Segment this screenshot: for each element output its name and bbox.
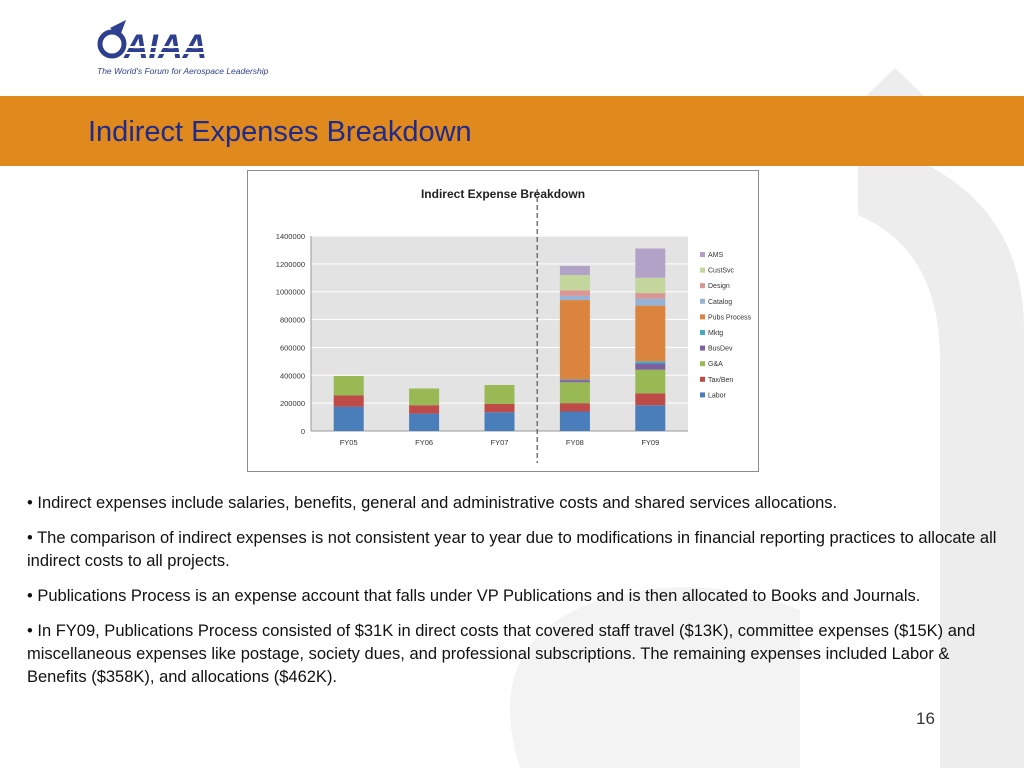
- bar-segment: [559, 403, 590, 412]
- legend-label: Mktg: [708, 330, 723, 337]
- bar-segment: [333, 395, 364, 407]
- bar-segment: [559, 411, 590, 431]
- legend-swatch: [700, 330, 705, 335]
- legend-swatch: [700, 361, 705, 367]
- x-tick-label: FY08: [566, 438, 584, 447]
- bullet-item: • The comparison of indirect expenses is…: [27, 529, 997, 570]
- logo-tagline: The World's Forum for Aerospace Leadersh…: [97, 66, 269, 76]
- legend-label: AMS: [708, 252, 724, 259]
- y-tick-label: 1200000: [276, 260, 305, 269]
- bar-segment: [635, 248, 666, 278]
- legend-swatch: [700, 392, 705, 398]
- y-tick-label: 0: [301, 427, 305, 436]
- bar-segment: [559, 295, 590, 301]
- bar-segment: [484, 385, 515, 404]
- legend-swatch: [700, 314, 705, 320]
- legend-label: Catalog: [708, 299, 732, 306]
- bullet-item: • In FY09, Publications Process consiste…: [27, 622, 976, 686]
- bar-segment: [635, 405, 666, 431]
- bar-segment: [559, 300, 590, 380]
- bar-segment: [409, 388, 440, 406]
- page-number: 16: [916, 709, 935, 728]
- legend-label: CustSvc: [708, 268, 735, 275]
- bar-segment: [635, 393, 666, 406]
- legend-swatch: [700, 252, 705, 257]
- bar-segment: [559, 382, 590, 404]
- bar-segment: [559, 379, 590, 381]
- bullet-list: • Indirect expenses include salaries, be…: [27, 492, 1002, 701]
- chart-title: Indirect Expense Breakdown: [421, 187, 585, 201]
- y-tick-label: 1000000: [276, 288, 305, 297]
- bullet-item: • Publications Process is an expense acc…: [27, 587, 921, 605]
- bar-segment: [635, 361, 666, 364]
- bar-segment: [559, 275, 590, 291]
- x-tick-label: FY06: [415, 438, 433, 447]
- bar-segment: [559, 265, 590, 275]
- bar-segment: [409, 413, 440, 431]
- bar-segment: [559, 380, 590, 383]
- legend-label: G&A: [708, 361, 723, 368]
- bar-segment: [635, 298, 666, 306]
- slide-title: Indirect Expenses Breakdown: [88, 116, 472, 148]
- legend-swatch: [700, 283, 705, 289]
- stacked-bar-chart: Indirect Expense Breakdown 0 200000 400000 6…: [276, 187, 752, 463]
- legend-label: Tax/Ben: [708, 377, 733, 384]
- title-band: [0, 96, 1024, 166]
- aiaa-logo: AIAA: [97, 20, 250, 66]
- legend-label: Pubs Process: [708, 314, 752, 321]
- bullet-item: • Indirect expenses include salaries, be…: [27, 494, 838, 512]
- legend-swatch: [700, 345, 705, 351]
- y-tick-label: 1400000: [276, 232, 305, 241]
- y-tick-label: 200000: [280, 399, 305, 408]
- bar-segment: [484, 412, 515, 431]
- legend-label: Design: [708, 283, 730, 290]
- bar-segment: [635, 363, 666, 370]
- legend-swatch: [700, 267, 705, 273]
- legend-label: Labor: [708, 392, 727, 399]
- legend-swatch: [700, 376, 705, 382]
- x-tick-label: FY09: [641, 438, 659, 447]
- x-tick-label: FY07: [491, 438, 509, 447]
- bar-segment: [333, 406, 364, 431]
- legend-swatch: [700, 298, 705, 304]
- bar-segment: [635, 369, 666, 394]
- bar-segment: [635, 277, 666, 294]
- y-tick-label: 600000: [280, 343, 305, 352]
- bar-segment: [635, 293, 666, 299]
- bar-segment: [559, 290, 590, 296]
- bar-segment: [409, 405, 440, 414]
- x-tick-label: FY05: [340, 438, 358, 447]
- bar-segment: [484, 403, 515, 413]
- y-tick-label: 400000: [280, 371, 305, 380]
- bar-segment: [333, 375, 364, 396]
- y-tick-label: 800000: [280, 316, 305, 325]
- legend-label: BusDev: [708, 346, 733, 353]
- bar-segment: [635, 305, 666, 362]
- chart-frame: Indirect Expense Breakdown 0 200000 400000 6…: [247, 170, 759, 472]
